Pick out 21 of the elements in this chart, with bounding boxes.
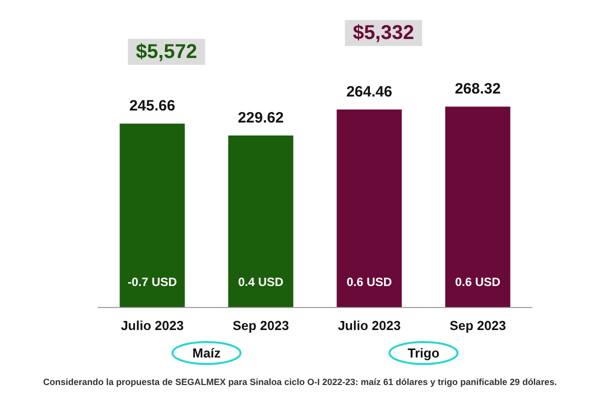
data-label: 268.32	[454, 80, 501, 98]
annotation: -0.7 USD	[128, 275, 178, 289]
data-label: 245.66	[129, 98, 176, 115]
bar	[228, 136, 294, 307]
x-tick-label: Julio 2023	[338, 318, 401, 333]
bar	[336, 110, 402, 307]
x-tick-label: Julio 2023	[120, 318, 184, 333]
x-tick-label: Sep 2023	[232, 318, 289, 333]
bar	[445, 106, 510, 307]
data-label: 229.62	[238, 110, 284, 127]
annotation: 0.6 USD	[455, 275, 501, 289]
text: Maíz	[192, 346, 222, 360]
text: $5,332	[352, 22, 414, 44]
text: $5,572	[136, 40, 198, 63]
x-tick-label: Sep 2023	[450, 318, 506, 333]
data-label: 264.46	[346, 84, 392, 101]
text: Trigo	[408, 346, 440, 360]
text: Considerando la propuesta de SEGALMEX para Sinaloa ciclo O-I 2022-23: maíz 61 dólares y trigo panificable 29 dólares.	[43, 377, 557, 387]
bar	[120, 124, 185, 307]
annotation: 0.6 USD	[346, 275, 392, 289]
annotation: 0.4 USD	[238, 275, 284, 289]
